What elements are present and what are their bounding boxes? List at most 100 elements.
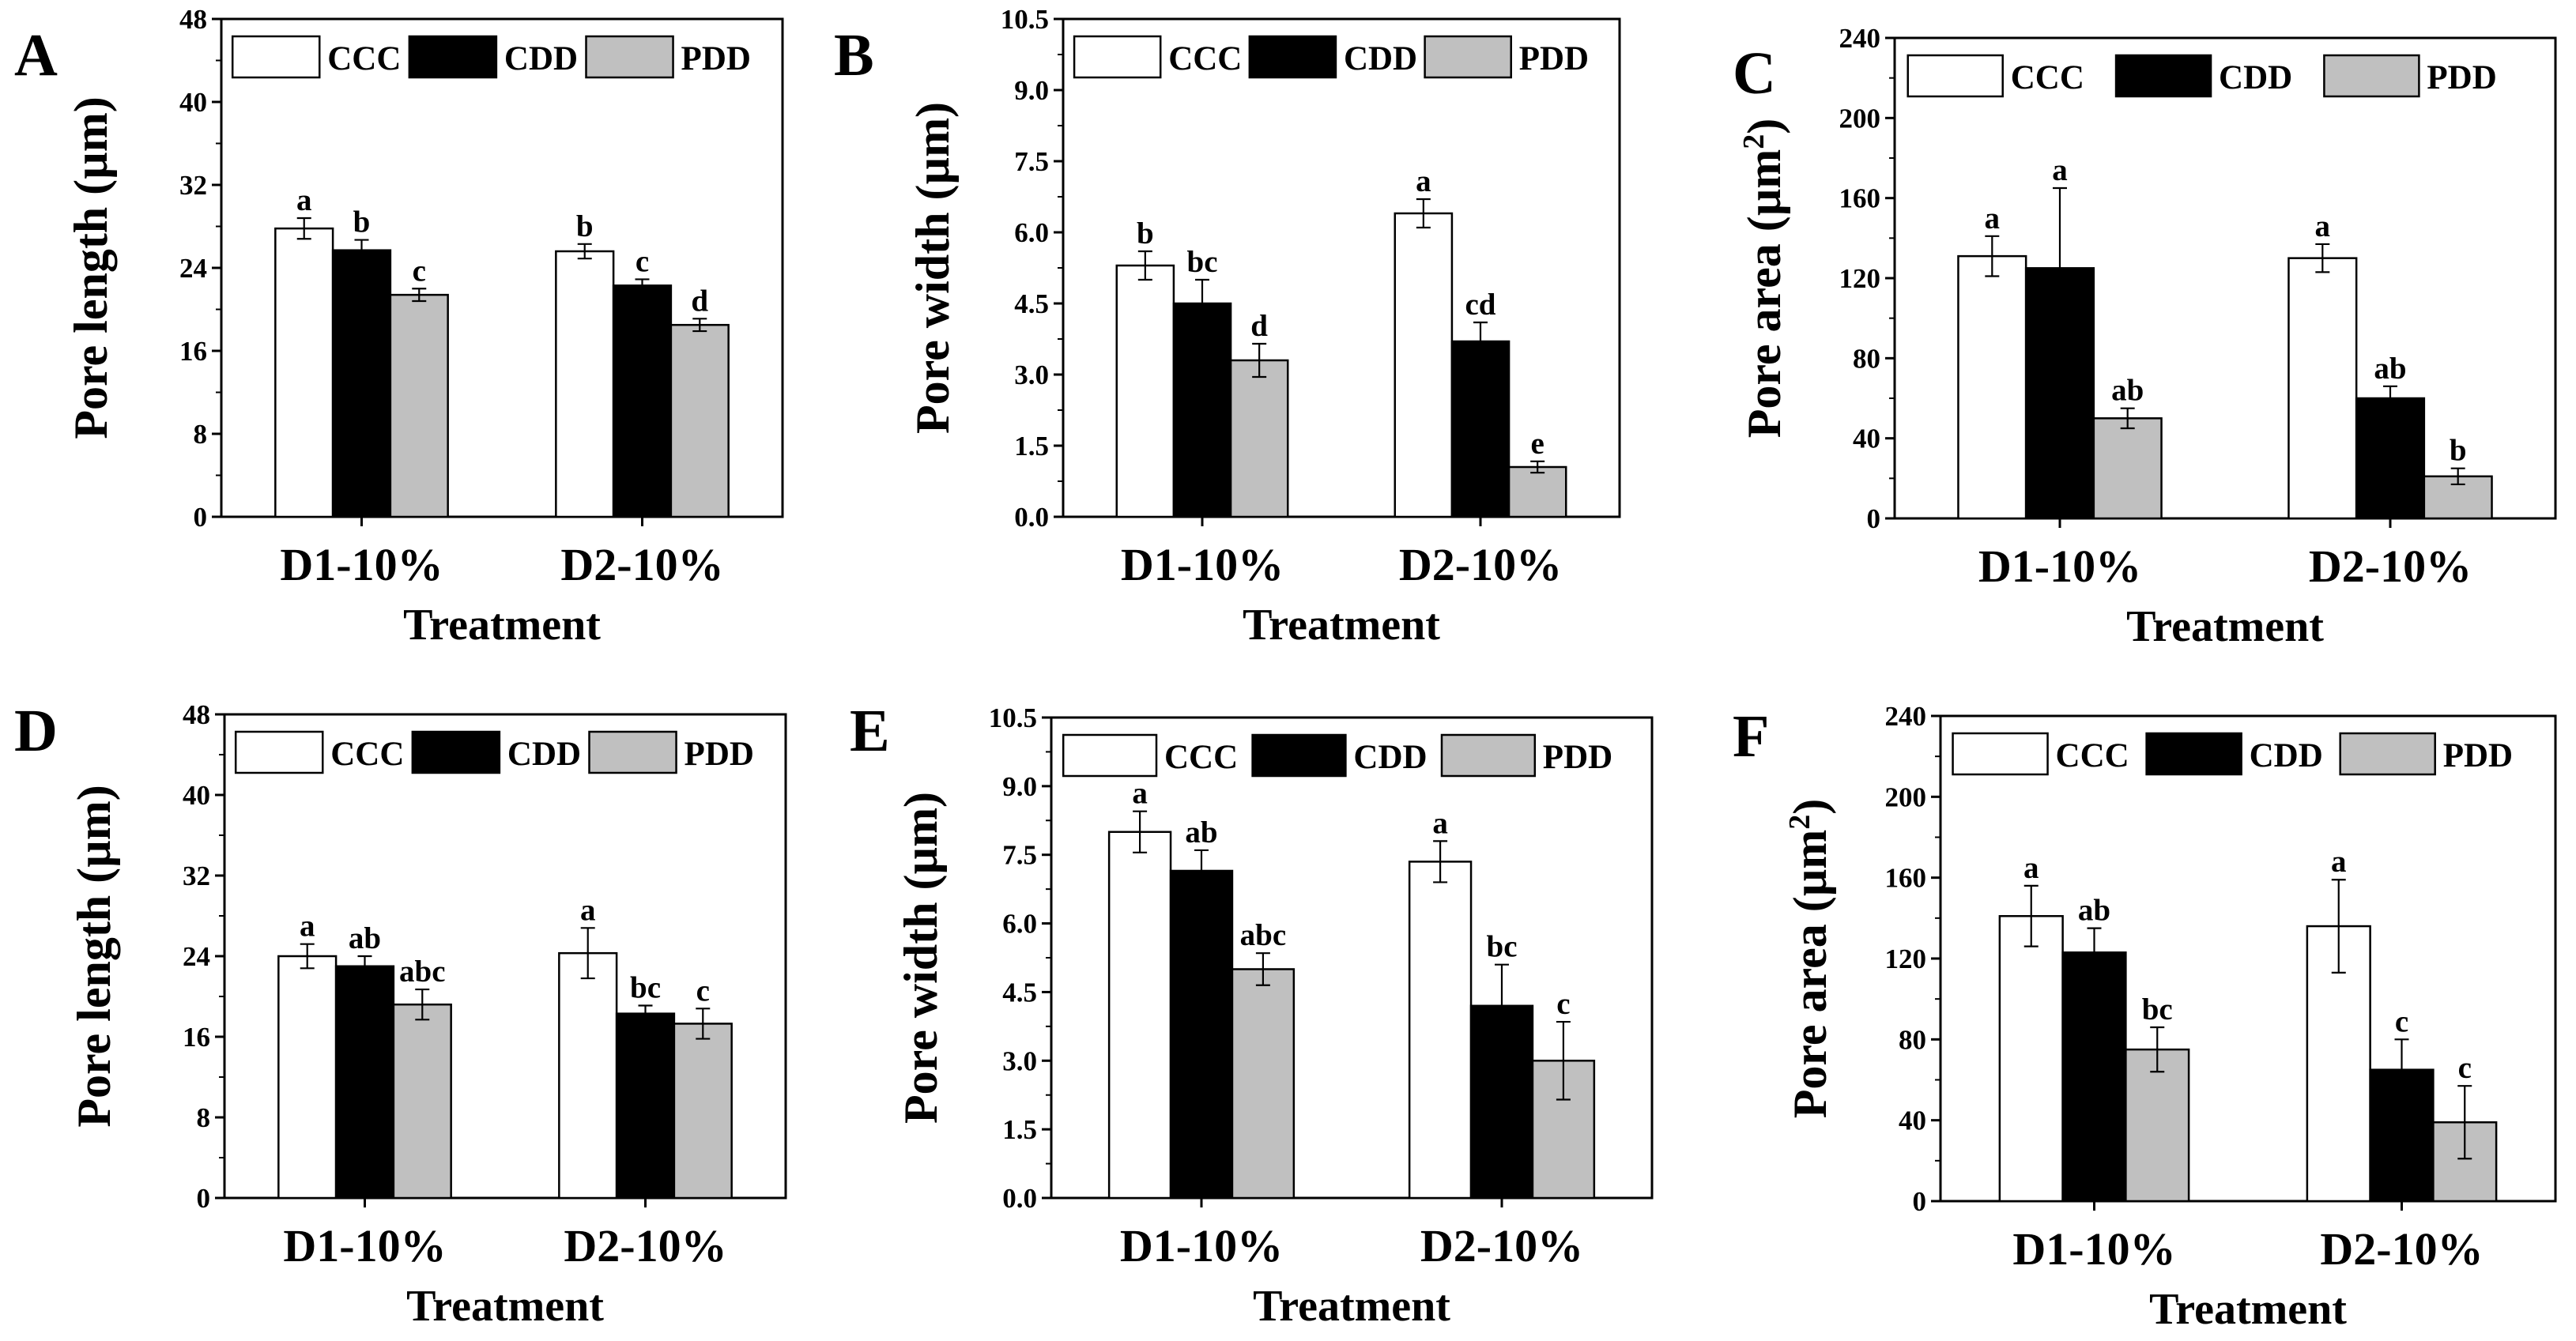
y-axis-label-superscript: 2	[1737, 134, 1771, 149]
bar-ccc	[2306, 925, 2371, 1203]
x-axis-label: Treatment	[1253, 1282, 1450, 1331]
y-tick-label: 8	[197, 1102, 211, 1133]
significance-label: c	[636, 244, 649, 278]
y-axis-label: Pore length (µm)	[68, 785, 120, 1127]
bar-ccc	[1115, 264, 1175, 518]
legend-swatch-ccc	[1073, 35, 1162, 79]
y-tick-label: 1.5	[1002, 1114, 1037, 1145]
y-tick-label: 32	[179, 170, 207, 201]
bar-pdd	[673, 1023, 733, 1200]
bar-ccc	[277, 955, 338, 1200]
legend-label-pdd: PDD	[2443, 737, 2513, 774]
y-tick-label: 24	[183, 941, 210, 972]
y-tick-label: 6.0	[1014, 217, 1049, 248]
y-tick-label: 7.5	[1002, 840, 1037, 871]
legend-swatch-ccc	[1062, 733, 1158, 778]
legend-label-cdd: CDD	[2219, 59, 2292, 96]
bar-ccc	[274, 227, 334, 518]
legend-label-ccc: CCC	[2011, 59, 2084, 96]
y-tick-label: 40	[1899, 1106, 1926, 1136]
y-tick-label: 4.5	[1014, 288, 1049, 319]
y-axis-label: Pore width (µm)	[895, 792, 947, 1124]
bar-pdd	[669, 323, 730, 518]
significance-label: d	[691, 284, 708, 318]
legend-swatch-pdd	[585, 35, 674, 79]
significance-label: ab	[2078, 894, 2110, 928]
significance-label: ab	[2111, 374, 2144, 408]
y-tick-label: 9.0	[1014, 75, 1049, 106]
x-category-label: D1-10%	[2012, 1223, 2175, 1275]
legend-label-cdd: CDD	[1353, 739, 1427, 776]
y-axis-label: Pore area (µm2)	[1737, 119, 1790, 439]
y-tick-label: 40	[179, 87, 207, 118]
y-axis-label-text: Pore area (µm	[1784, 830, 1836, 1119]
legend-swatch-cdd	[408, 35, 498, 79]
y-tick-label: 40	[1853, 424, 1880, 454]
legend-swatch-pdd	[2323, 54, 2420, 98]
x-category-label: D1-10%	[1978, 541, 2141, 592]
significance-label: ab	[349, 921, 381, 955]
y-tick-label: 40	[183, 780, 210, 811]
y-tick-label: 3.0	[1014, 360, 1049, 390]
significance-label: b	[353, 205, 371, 239]
x-category-label: D2-10%	[2320, 1223, 2483, 1275]
bar-ccc	[2287, 257, 2358, 520]
significance-label: bc	[1187, 245, 1218, 279]
legend-swatch-cdd	[2145, 732, 2242, 776]
significance-label: d	[1250, 309, 1268, 343]
legend-label-pdd: PDD	[2427, 59, 2496, 96]
y-axis-label-text: Pore length (µm)	[65, 96, 117, 439]
x-category-label: D2-10%	[564, 1220, 726, 1271]
bar-ccc	[1957, 254, 2027, 520]
bar-pdd	[1229, 359, 1289, 518]
significance-label: bc	[1487, 930, 1518, 964]
bar-pdd	[392, 1003, 452, 1200]
y-tick-label: 80	[1899, 1024, 1926, 1055]
y-tick-label: 0	[197, 1183, 211, 1214]
y-tick-label: 32	[183, 861, 210, 891]
y-tick-label: 48	[179, 4, 207, 35]
y-axis-label: Pore width (µm)	[907, 102, 959, 434]
bar-pdd	[1507, 465, 1567, 518]
y-tick-label: 0.0	[1014, 502, 1049, 533]
x-category-label: D2-10%	[2309, 541, 2472, 592]
y-tick-label: 7.5	[1014, 146, 1049, 177]
legend-swatch-pdd	[1440, 733, 1537, 778]
significance-label: a	[296, 183, 312, 217]
panel-letter: A	[14, 22, 58, 89]
legend-label-cdd: CDD	[1344, 40, 1417, 77]
bar-cdd	[1169, 869, 1234, 1200]
legend-swatch-pdd	[2339, 732, 2436, 776]
significance-label: c	[2458, 1051, 2472, 1085]
legend-label-ccc: CCC	[330, 736, 404, 773]
significance-label: b	[2450, 434, 2467, 468]
bar-cdd	[1172, 302, 1232, 518]
y-axis-label: Pore length (µm)	[65, 96, 117, 439]
bar-pdd	[1231, 968, 1296, 1200]
y-axis-label-close: )	[1784, 799, 1836, 815]
legend-label-ccc: CCC	[327, 40, 401, 77]
y-tick-label: 16	[179, 336, 207, 367]
y-axis-label-text: Pore width (µm)	[907, 102, 959, 434]
y-tick-label: 0	[194, 502, 208, 533]
significance-label: a	[2331, 845, 2347, 879]
chart-panel-e: E 0.0 1.5 3.0 4.5 6.0 7.5 9.0 10.5 Pore width (µm…	[850, 698, 1654, 1331]
legend-label-pdd: PDD	[1519, 40, 1589, 77]
significance-label: ab	[1185, 816, 1217, 849]
bar-ccc	[555, 250, 615, 518]
x-category-label: D1-10%	[1121, 539, 1284, 590]
significance-label: c	[1556, 987, 1570, 1021]
legend-label-pdd: PDD	[685, 736, 754, 773]
y-tick-label: 1.5	[1014, 431, 1049, 461]
y-tick-label: 80	[1853, 343, 1880, 374]
bar-ccc	[1998, 915, 2064, 1203]
bar-ccc	[1394, 212, 1454, 518]
bar-cdd	[1450, 340, 1511, 518]
y-tick-label: 10.5	[989, 703, 1037, 733]
x-axis-label: Treatment	[2149, 1285, 2347, 1334]
x-category-label: D1-10%	[1120, 1220, 1283, 1271]
y-tick-label: 10.5	[1001, 4, 1049, 35]
